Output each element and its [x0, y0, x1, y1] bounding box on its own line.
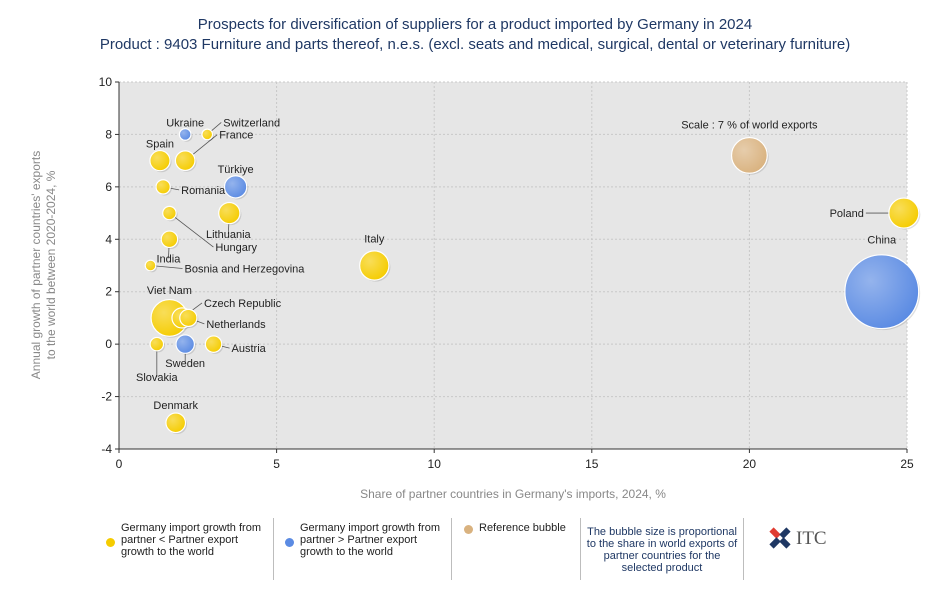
legend-label-yellow: Germany import growth from partner < Par… [121, 522, 261, 558]
label-spain: Spain [146, 139, 174, 151]
legend-divider [273, 518, 274, 580]
legend-item-reference: Reference bubble [464, 522, 579, 534]
bubbles [144, 128, 921, 435]
bubble-shine-switzerland [201, 129, 213, 140]
y-axis-label-line1: Annual growth of partner countries' expo… [29, 151, 43, 379]
bubble-shine-ukraine [179, 128, 192, 141]
legend-size-note: The bubble size is proportional to the s… [586, 526, 738, 574]
label-france: France [219, 130, 253, 142]
bubble-shine-austria [205, 335, 222, 353]
bubble-shine-sweden [176, 334, 195, 354]
reference-dot-icon [464, 525, 473, 534]
y-tick-label: 6 [105, 180, 112, 194]
legend-divider [580, 518, 581, 580]
x-tick-label: 20 [743, 457, 757, 471]
x-tick-label: 15 [585, 457, 599, 471]
y-tick-label: 8 [105, 127, 112, 141]
label-china: China [867, 235, 897, 247]
label-india: India [157, 253, 182, 265]
label-viet-nam: Viet Nam [147, 285, 192, 297]
y-tick-label: 0 [105, 337, 112, 351]
bubble-shine-india [161, 231, 178, 248]
x-tick-label: 25 [900, 457, 914, 471]
chart-subtitle: Product : 9403 Furniture and parts there… [99, 36, 851, 53]
legend-divider [743, 518, 744, 580]
label-slovakia: Slovakia [136, 372, 178, 384]
label-netherlands: Netherlands [206, 319, 266, 331]
label-t-rkiye: Türkiye [218, 164, 254, 176]
bubble-shine-romania [156, 179, 171, 194]
yellow-dot-icon [106, 538, 115, 547]
y-tick-label: 10 [99, 75, 113, 89]
x-tick-label: 0 [116, 457, 123, 471]
itc-logo-icon [769, 527, 791, 549]
label-austria: Austria [232, 343, 267, 355]
blue-dot-icon [285, 538, 294, 547]
bubble-shine-t-rkiye [224, 175, 247, 198]
label-czech-republic: Czech Republic [204, 298, 282, 310]
label-lithuania: Lithuania [206, 229, 252, 241]
bubble-shine-lithuania [218, 202, 240, 224]
y-axis-label-line2: to the world between 2020-2024, % [44, 170, 58, 359]
bubble-shine-spain [149, 150, 171, 171]
x-tick-label: 5 [273, 457, 280, 471]
point-labels: China Viet Nam Poland Italy Türkiye Lithuania… [136, 117, 897, 411]
leader-line-hungary [169, 212, 214, 248]
chart-title: Prospects for diversification of supplie… [197, 16, 753, 33]
legend-item-yellow: Germany import growth from partner < Par… [106, 522, 276, 558]
reference-bubble-shine [731, 137, 768, 174]
y-tick-label: -2 [101, 390, 112, 404]
label-bosnia-and-herzegovina: Bosnia and Herzegovina [185, 264, 306, 276]
bubble-shine-bosnia-and-herzegovina [145, 260, 156, 271]
reference-bubble-label: Scale : 7 % of world exports [681, 119, 818, 131]
bubble-shine-slovakia [150, 337, 164, 351]
label-denmark: Denmark [153, 400, 198, 412]
bubble-shine-france [175, 150, 195, 171]
legend-item-blue: Germany import growth from partner > Par… [285, 522, 450, 558]
label-switzerland: Switzerland [223, 117, 280, 129]
legend-label-blue: Germany import growth from partner > Par… [300, 522, 440, 558]
x-axis-label: Share of partner countries in Germany's … [360, 487, 666, 501]
bubble-shine-china [844, 254, 919, 329]
y-tick-label: 4 [105, 232, 112, 246]
bubble-shine-italy [359, 250, 389, 281]
itc-logo-text: ITC [796, 528, 827, 549]
label-romania: Romania [181, 185, 226, 197]
legend-divider [451, 518, 452, 580]
label-sweden: Sweden [165, 358, 205, 370]
label-hungary: Hungary [215, 242, 257, 254]
label-italy: Italy [364, 234, 385, 246]
label-poland: Poland [830, 208, 864, 220]
plot-area [119, 82, 907, 449]
x-tick-label: 10 [428, 457, 442, 471]
bubble-shine-denmark [165, 413, 186, 433]
y-tick-label: 2 [105, 285, 112, 299]
legend-label-reference: Reference bubble [479, 522, 566, 534]
bubble-shine-poland [888, 198, 919, 229]
bubble-shine-netherlands [179, 309, 197, 327]
label-ukraine: Ukraine [166, 117, 204, 129]
y-tick-label: -4 [101, 442, 112, 456]
bubble-shine-hungary [162, 206, 177, 220]
